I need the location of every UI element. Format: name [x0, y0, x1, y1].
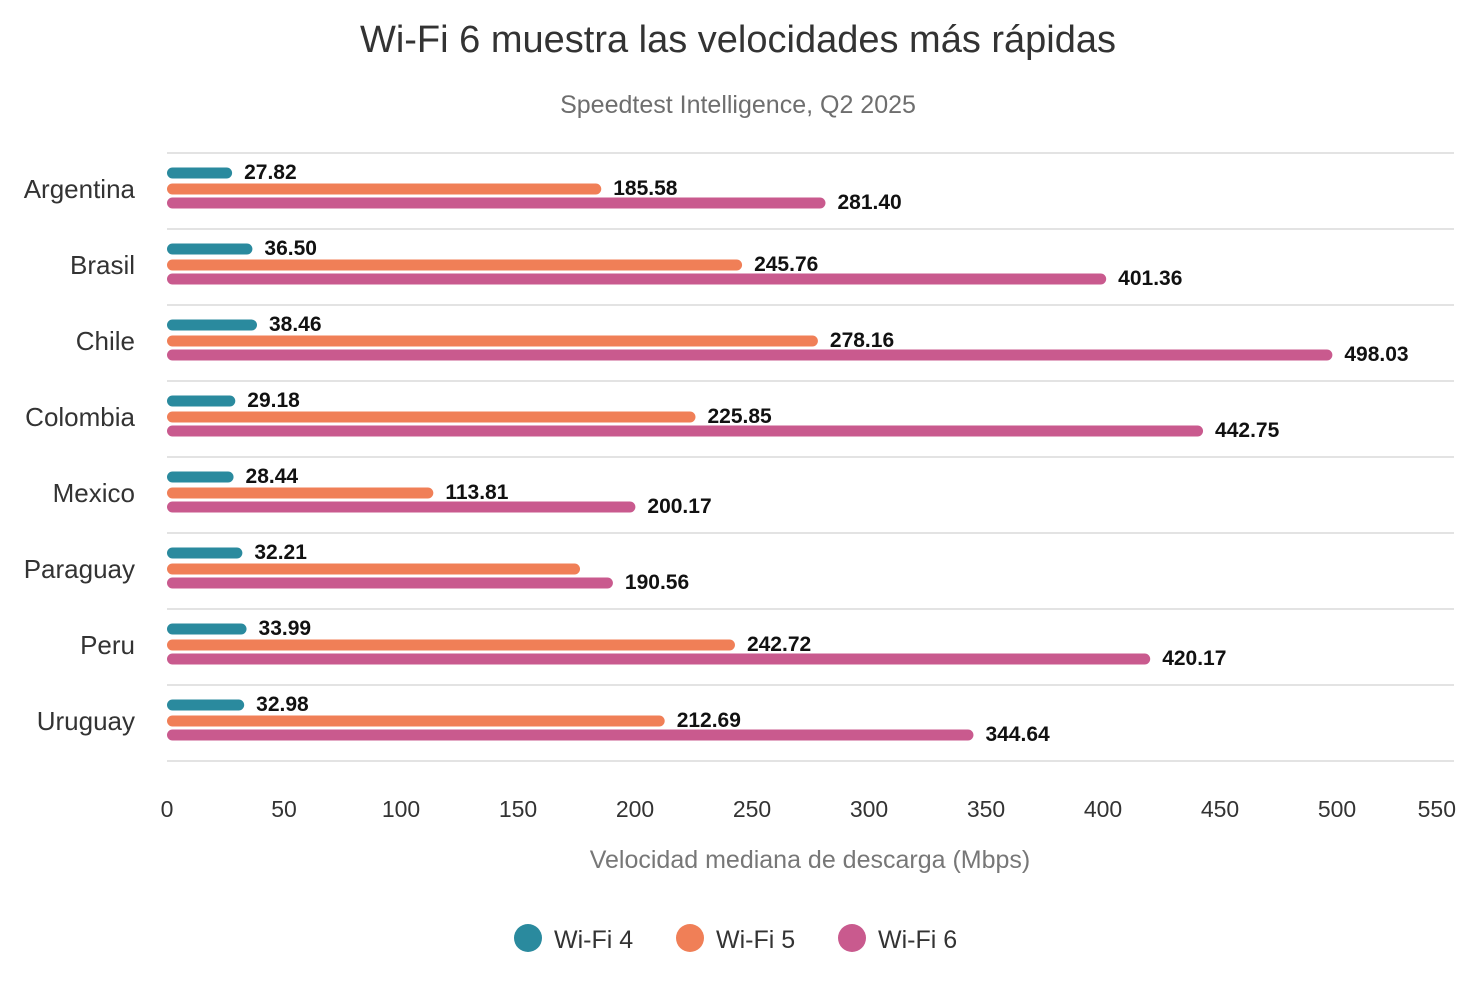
value-label-wi-fi-5-uruguay: 212.69	[677, 709, 741, 732]
bar-wi-fi-4-argentina[interactable]	[167, 167, 233, 179]
bar-wi-fi-6-paraguay[interactable]	[167, 577, 613, 589]
bar-wi-fi-4-brasil[interactable]	[167, 243, 253, 255]
value-label-wi-fi-4-paraguay: 32.21	[254, 541, 307, 564]
legend-item-wi-fi-5[interactable]: Wi-Fi 5	[676, 924, 795, 954]
x-tick-label-0: 0	[161, 796, 174, 822]
x-tick-label-150: 150	[499, 796, 537, 822]
value-label-wi-fi-6-paraguay: 190.56	[625, 571, 689, 594]
x-tick-label-500: 500	[1318, 796, 1356, 822]
category-label-argentina: Argentina	[24, 174, 136, 204]
x-tick-label-200: 200	[616, 796, 654, 822]
category-label-colombia: Colombia	[25, 402, 135, 432]
chart-subtitle: Speedtest Intelligence, Q2 2025	[560, 91, 916, 119]
category-label-mexico: Mexico	[53, 478, 135, 508]
bar-wi-fi-4-mexico[interactable]	[167, 471, 234, 483]
legend-swatch-wi-fi-6	[838, 924, 866, 952]
value-label-wi-fi-4-brasil: 36.50	[264, 237, 317, 260]
value-label-wi-fi-5-chile: 278.16	[830, 329, 894, 352]
value-label-wi-fi-6-argentina: 281.40	[837, 191, 901, 214]
legend-swatch-wi-fi-5	[676, 924, 704, 952]
bar-marks	[167, 167, 1333, 741]
bar-wi-fi-5-chile[interactable]	[167, 335, 818, 347]
x-tick-label-450: 450	[1201, 796, 1239, 822]
bar-wi-fi-4-chile[interactable]	[167, 319, 257, 331]
x-tick-label-250: 250	[733, 796, 771, 822]
x-tick-label-350: 350	[967, 796, 1005, 822]
value-label-wi-fi-6-uruguay: 344.64	[985, 723, 1050, 746]
category-label-brasil: Brasil	[70, 250, 135, 280]
value-label-wi-fi-6-chile: 498.03	[1344, 343, 1408, 366]
legend[interactable]: Wi-Fi 4 Wi-Fi 5 Wi-Fi 6	[514, 924, 957, 954]
bar-wi-fi-4-paraguay[interactable]	[167, 547, 243, 559]
bar-wi-fi-4-uruguay[interactable]	[167, 699, 245, 711]
bar-wi-fi-5-colombia[interactable]	[167, 411, 696, 423]
value-label-wi-fi-6-colombia: 442.75	[1215, 419, 1280, 442]
value-label-wi-fi-6-brasil: 401.36	[1118, 267, 1182, 290]
bar-wi-fi-4-colombia[interactable]	[167, 395, 236, 407]
category-label-peru: Peru	[80, 630, 135, 660]
x-tick-labels: 0 50 100 150 200 250 300 350 400 450 500 550	[161, 796, 1456, 822]
value-label-wi-fi-6-peru: 420.17	[1162, 647, 1226, 670]
legend-label-wi-fi-4: Wi-Fi 4	[554, 926, 633, 954]
x-tick-label-300: 300	[850, 796, 888, 822]
bar-wi-fi-6-uruguay[interactable]	[167, 729, 974, 741]
value-label-wi-fi-4-chile: 38.46	[269, 313, 322, 336]
bar-wi-fi-5-argentina[interactable]	[167, 183, 602, 195]
x-tick-label-100: 100	[382, 796, 420, 822]
bar-wi-fi-5-uruguay[interactable]	[167, 715, 665, 727]
legend-label-wi-fi-6: Wi-Fi 6	[878, 926, 957, 954]
bar-wi-fi-6-chile[interactable]	[167, 349, 1333, 361]
value-label-wi-fi-5-brasil: 245.76	[754, 253, 818, 276]
legend-label-wi-fi-5: Wi-Fi 5	[716, 926, 795, 954]
value-label-wi-fi-4-uruguay: 32.98	[256, 693, 309, 716]
value-label-wi-fi-4-mexico: 28.44	[246, 465, 299, 488]
value-label-wi-fi-4-colombia: 29.18	[247, 389, 300, 412]
bar-wi-fi-5-brasil[interactable]	[167, 259, 743, 271]
bar-wi-fi-6-colombia[interactable]	[167, 425, 1204, 437]
category-label-paraguay: Paraguay	[24, 554, 135, 584]
value-label-wi-fi-6-mexico: 200.17	[647, 495, 711, 518]
value-label-wi-fi-5-mexico: 113.81	[445, 481, 508, 504]
bar-wi-fi-6-argentina[interactable]	[167, 197, 826, 209]
bar-wi-fi-6-peru[interactable]	[167, 653, 1151, 665]
x-axis-title: Velocidad mediana de descarga (Mbps)	[590, 846, 1031, 874]
bar-wi-fi-5-mexico[interactable]	[167, 487, 434, 499]
grid-lines	[167, 152, 1454, 762]
legend-swatch-wi-fi-4	[514, 924, 542, 952]
bar-wi-fi-5-peru[interactable]	[167, 639, 735, 651]
x-tick-label-50: 50	[271, 796, 297, 822]
legend-item-wi-fi-6[interactable]: Wi-Fi 6	[838, 924, 957, 954]
value-label-wi-fi-4-argentina: 27.82	[244, 161, 297, 184]
value-label-wi-fi-5-argentina: 185.58	[613, 177, 678, 200]
x-tick-label-400: 400	[1084, 796, 1122, 822]
chart-title: Wi-Fi 6 muestra las velocidades más rápi…	[360, 19, 1116, 61]
value-label-wi-fi-5-colombia: 225.85	[707, 405, 772, 428]
value-label-wi-fi-4-peru: 33.99	[259, 617, 312, 640]
bar-wi-fi-6-brasil[interactable]	[167, 273, 1107, 285]
value-labels: 27.82 36.50 38.46 29.18 28.44 32.21 33.99 32.98…	[244, 161, 1409, 746]
bar-wi-fi-5-paraguay[interactable]	[167, 563, 581, 575]
value-label-wi-fi-5-peru: 242.72	[747, 633, 811, 656]
category-label-chile: Chile	[76, 326, 135, 356]
category-labels: Argentina Brasil Chile Colombia Mexico Paragu…	[24, 174, 136, 736]
bar-wi-fi-4-peru[interactable]	[167, 623, 247, 635]
legend-item-wi-fi-4[interactable]: Wi-Fi 4	[514, 924, 633, 954]
category-label-uruguay: Uruguay	[37, 706, 135, 736]
bar-wi-fi-6-mexico[interactable]	[167, 501, 636, 513]
x-tick-label-550: 550	[1418, 796, 1456, 822]
